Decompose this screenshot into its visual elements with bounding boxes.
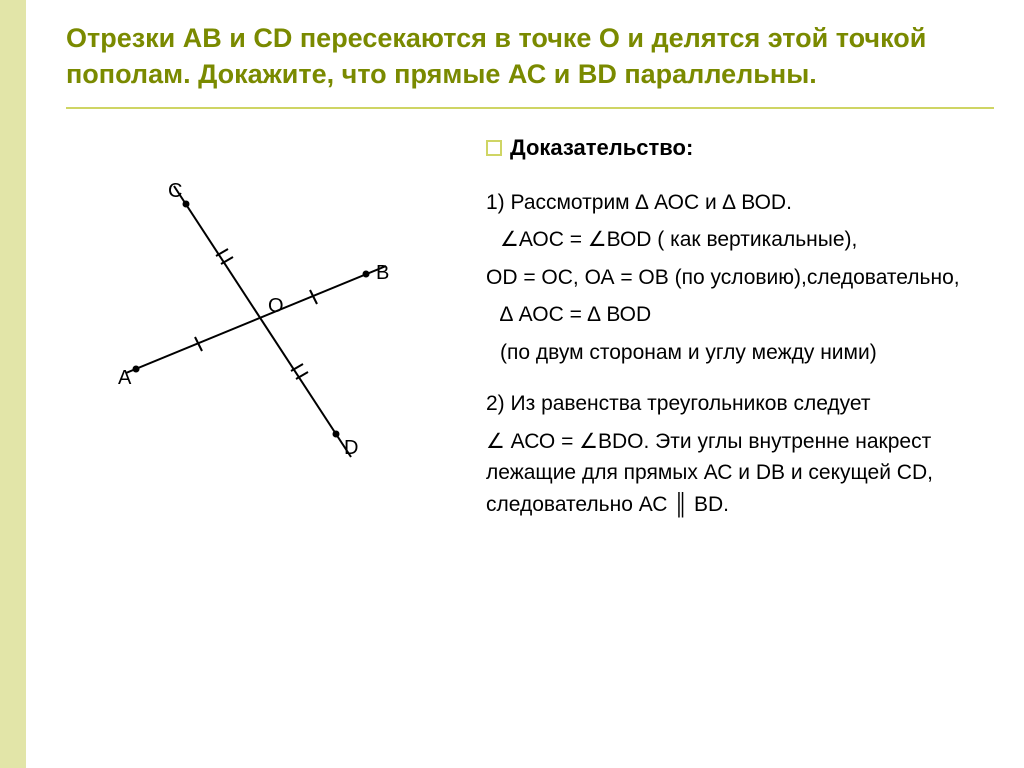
figure-column: A B C D O <box>66 129 466 527</box>
proof-line-3: ОD = ОС, ОА = ОВ (по условию),следовател… <box>486 262 994 294</box>
proof-line-6: 2) Из равенства треугольников следует <box>486 388 994 420</box>
label-D: D <box>344 437 358 459</box>
left-accent-bar <box>0 0 26 768</box>
body-row: A B C D O Доказательство: 1) Рассмотрим … <box>66 129 994 527</box>
label-A: A <box>118 367 132 389</box>
proof-line-4: ∆ АОС = ∆ ВОD <box>486 299 994 331</box>
slide-content: Отрезки АВ и СD пересекаются в точке О и… <box>26 0 1024 768</box>
label-B: B <box>376 262 389 284</box>
slide-title: Отрезки АВ и СD пересекаются в точке О и… <box>66 20 994 109</box>
proof-line-5: (по двум сторонам и углу между ними) <box>486 337 994 369</box>
proof-line-7: ∠ АСО = ∠ВDО. Эти углы внутренне накрест… <box>486 426 994 521</box>
proof-column: Доказательство: 1) Рассмотрим ∆ АОС и ∆ … <box>486 129 994 527</box>
label-C: C <box>168 180 182 202</box>
proof-line-1: 1) Рассмотрим ∆ АОС и ∆ ВОD. <box>486 187 994 219</box>
geometry-figure: A B C D O <box>66 159 446 479</box>
proof-heading: Доказательство: <box>486 135 994 161</box>
proof-line-2: ∠АОС = ∠ВОD ( как вертикальные), <box>486 224 994 256</box>
label-O: O <box>268 295 284 317</box>
